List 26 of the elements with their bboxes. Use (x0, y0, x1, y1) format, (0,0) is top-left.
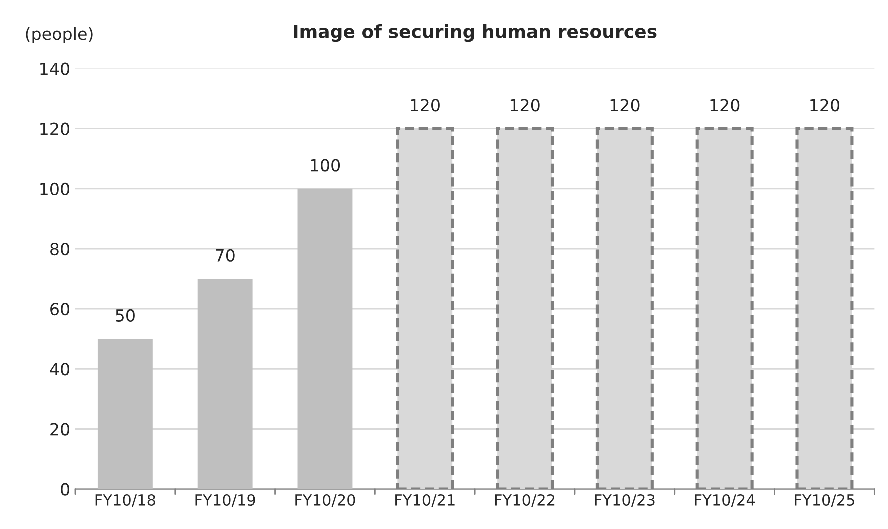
x-tick-label: FY10/25 (795, 494, 854, 508)
x-tick-label: FY10/19 (196, 494, 256, 508)
data-label: 120 (810, 99, 840, 112)
x-tick-label: FY10/18 (96, 494, 156, 508)
y-tick-label: 100 (40, 182, 70, 196)
x-tick-label: FY10/24 (695, 494, 756, 508)
chart-title: Image of securing human resources (294, 24, 657, 42)
y-tick-label: 40 (50, 363, 70, 376)
data-label: 120 (510, 99, 540, 112)
x-tick-label: FY10/23 (595, 494, 655, 508)
y-tick-label: 60 (50, 303, 70, 316)
x-tick-label: FY10/20 (296, 494, 356, 508)
y-tick-label: 20 (50, 423, 70, 436)
y-axis-title: (people) (26, 27, 93, 44)
x-tick-label: FY10/22 (495, 494, 555, 508)
data-label: 70 (216, 249, 235, 262)
data-label: 120 (610, 99, 640, 112)
data-label: 120 (710, 99, 740, 112)
data-label: 100 (311, 159, 340, 172)
data-label: 120 (411, 99, 440, 112)
y-tick-label: 140 (40, 62, 70, 76)
data-label: 50 (116, 309, 135, 322)
x-tick-label: FY10/21 (396, 494, 455, 508)
y-tick-label: 120 (40, 122, 70, 136)
y-tick-label: 80 (50, 242, 70, 256)
y-tick-label: 0 (61, 483, 70, 496)
